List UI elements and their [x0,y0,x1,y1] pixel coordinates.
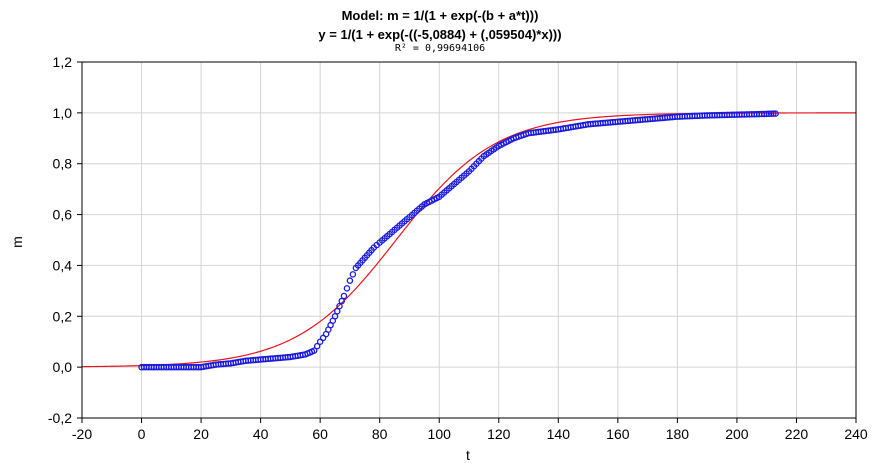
observed-point [349,271,357,278]
observed-point [767,110,775,117]
observed-point [772,110,779,117]
observed-point [338,297,345,305]
x-axis-label: t [466,447,470,463]
chart-title: Model: m = 1/(1 + exp(-(b + a*t))) [342,8,539,23]
y-tick-label: 0,4 [53,257,73,273]
observed-point [765,110,773,118]
observed-point [763,110,770,118]
plot-area-frame [81,61,857,419]
x-tick-label: 140 [547,426,571,442]
y-tick-label: 0,2 [53,308,73,324]
x-tick-label: 120 [487,426,511,442]
x-tick-label: 40 [253,426,269,442]
x-tick-label: 20 [193,426,209,442]
y-tick-label: 1,0 [53,105,73,121]
x-tick-label: 200 [725,426,749,442]
x-tick-label: 100 [428,426,452,442]
y-axis-label: m [9,236,25,248]
observed-point [331,313,339,320]
x-tick-label: 220 [785,426,809,442]
observed-point [334,307,341,315]
observed-point [343,285,351,292]
observed-point [770,110,777,117]
x-tick-label: 180 [666,426,690,442]
x-tick-label: 240 [844,426,868,442]
x-tick-label: 60 [312,426,328,442]
observed-points-layer [138,110,779,371]
observed-point [336,302,343,310]
y-tick-label: 1,2 [53,54,73,70]
y-tick-label: -0,2 [48,410,72,426]
x-tick-label: 80 [372,426,388,442]
x-tick-label: -20 [72,426,92,442]
observed-point [310,347,318,354]
chart-subtitle: y = 1/(1 + exp(-((-5,0884) + (,059504)*x… [318,27,561,42]
y-axis-ticks: -0,2 0,0 0,2 0,4 0,6 0,8 1,0 1,2 [48,54,82,426]
observed-point [313,342,321,350]
y-tick-label: 0,0 [53,359,73,375]
observed-point [340,292,348,300]
x-axis-ticks: -20 0 20 40 60 80 100 120 140 160 180 200 220 240 [72,418,868,442]
r-squared-label: R² = 0,99694106 [395,43,485,54]
observed-point [346,277,354,284]
x-tick-label: 0 [138,426,146,442]
grid-lines [82,62,856,418]
y-tick-label: 0,6 [53,207,73,223]
x-tick-label: 160 [606,426,630,442]
y-tick-label: 0,8 [53,156,73,172]
